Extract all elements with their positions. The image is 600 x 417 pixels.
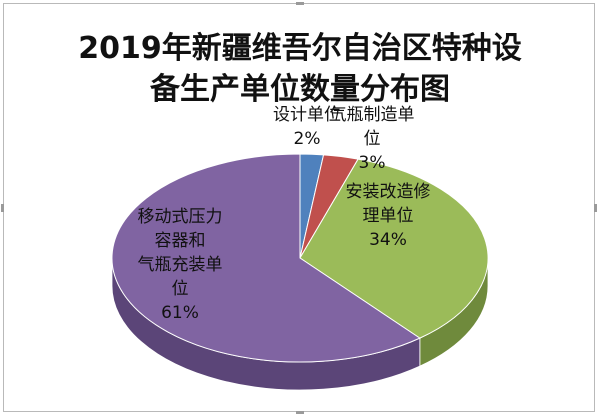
chart-title-line-2: 备生产单位数量分布图: [150, 72, 450, 107]
pie-label-2-line-0: 安装改造修: [346, 182, 431, 202]
resize-handle-left[interactable]: [1, 204, 4, 212]
pie-label-2-line-2: 34%: [369, 230, 407, 250]
pie-slice-3: [111, 153, 421, 363]
pie-label-0-line-0: 设计单位: [273, 105, 341, 125]
resize-handle-top[interactable]: [296, 2, 304, 5]
pie-label-3-line-0: 移动式压力: [138, 207, 223, 227]
resize-handle-bottom[interactable]: [296, 411, 304, 414]
pie-label-3-line-2: 气瓶充装单: [138, 255, 223, 275]
pie-label-3-line-3: 位: [172, 279, 189, 299]
pie-label-2-line-1: 理单位: [363, 206, 414, 226]
resize-handle-right[interactable]: [594, 204, 597, 212]
pie-label-1-line-0: 气瓶制造单: [330, 105, 415, 125]
chart-title-line-1: 2019年新疆维吾尔自治区特种设: [78, 31, 522, 66]
pie-label-3-line-1: 容器和: [155, 231, 206, 251]
pie-label-3-line-4: 61%: [161, 303, 199, 323]
pie-label-0-line-1: 2%: [294, 129, 321, 149]
pie-slice-2: [299, 158, 489, 339]
pie-top-faces: [111, 153, 489, 363]
pie-label-1-line-2: 3%: [359, 153, 386, 173]
pie-label-1-line-1: 位: [364, 129, 381, 149]
pie-labels: 设计单位2%气瓶制造单位3%安装改造修理单位34%移动式压力容器和气瓶充装单位6…: [138, 105, 431, 323]
